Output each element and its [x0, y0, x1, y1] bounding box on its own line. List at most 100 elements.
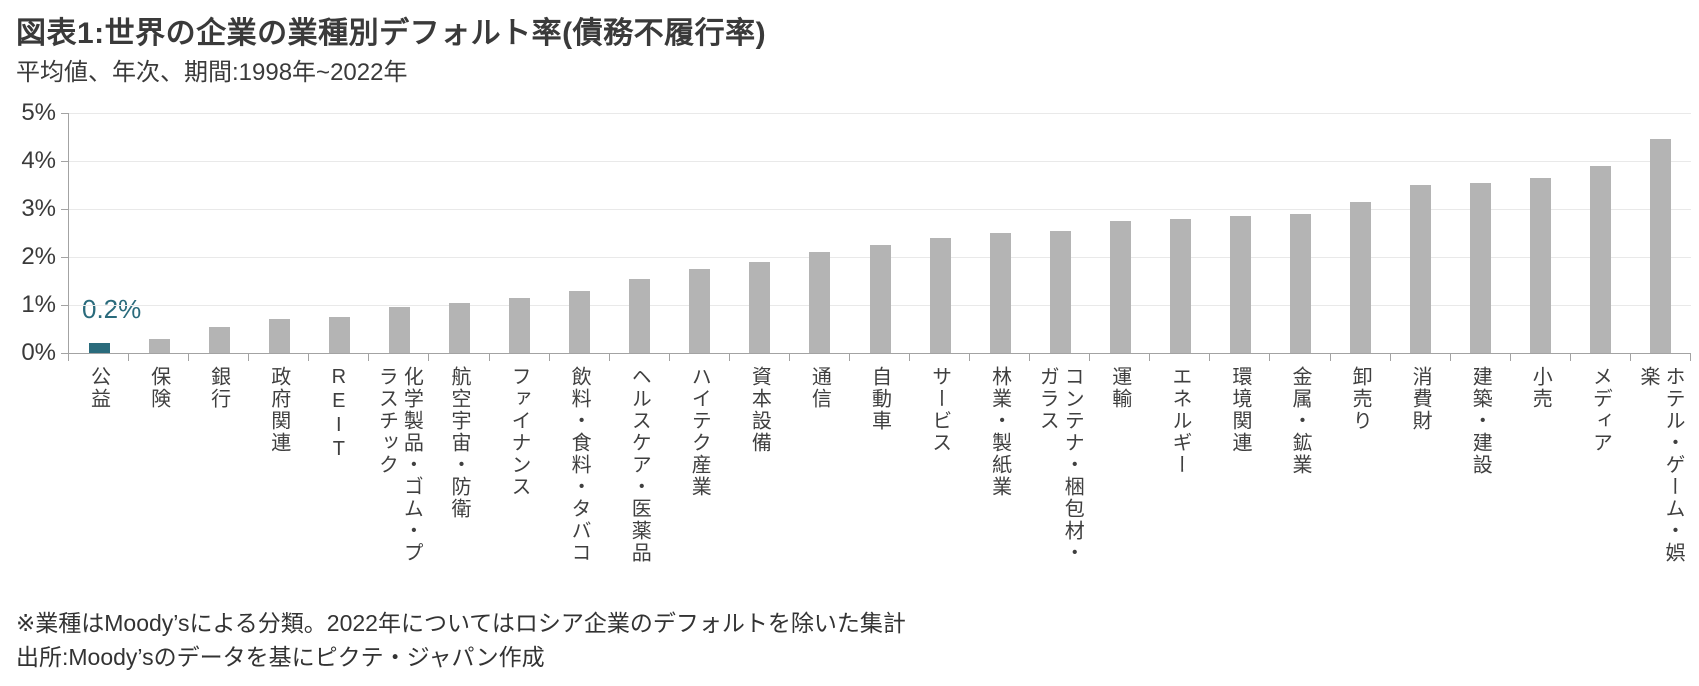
category-label: 化学製品・ゴム・プラスチック: [375, 366, 423, 564]
x-label-航空宇宙・防衛: 航空宇宙・防衛: [428, 366, 488, 520]
plot-area: 0.2%: [68, 113, 1691, 354]
x-label-ヘルスケア・医薬品: ヘルスケア・医薬品: [609, 366, 669, 564]
category-label: ホテル・ゲーム・娯楽: [1636, 366, 1684, 564]
bar-消費財: [1410, 185, 1432, 353]
category-label: 航空宇宙・防衛: [447, 366, 470, 520]
bar-資本設備: [749, 261, 771, 353]
x-label-小売: 小売: [1510, 366, 1570, 410]
x-tick: [728, 354, 730, 361]
x-label-公益: 公益: [68, 366, 128, 410]
bar-ハイテク産業: [689, 269, 711, 353]
source-note: 出所:Moody’sのデータを基にピクテ・ジャパン作成: [16, 644, 545, 670]
x-tick: [1509, 354, 1511, 361]
category-label: サービス: [928, 366, 951, 454]
bar-政府関連: [268, 319, 290, 353]
category-label: 卸売り: [1349, 366, 1372, 432]
category-label: 金属・鉱業: [1289, 366, 1311, 476]
x-tick: [128, 354, 130, 361]
bar-REIT: [328, 317, 350, 353]
x-label-REIT: REIT: [308, 366, 368, 462]
y-tick: [61, 305, 68, 306]
x-tick: [909, 354, 911, 361]
x-label-資本設備: 資本設備: [729, 366, 789, 454]
bar-金属・鉱業: [1290, 213, 1312, 353]
x-tick: [1149, 354, 1151, 361]
x-tick: [1629, 354, 1631, 361]
x-tick: [608, 354, 610, 361]
x-label-環境関連: 環境関連: [1209, 366, 1269, 454]
x-tick: [248, 354, 250, 361]
category-label: エネルギー: [1168, 366, 1191, 476]
bar-保険: [148, 338, 170, 353]
x-label-自動車: 自動車: [849, 366, 909, 432]
x-tick: [668, 354, 670, 361]
classification-note: ※業種はMoody’sによる分類。2022年についてはロシア企業のデフォルトを除…: [16, 610, 906, 636]
bar-自動車: [869, 245, 891, 353]
bar-林業・製紙業: [989, 233, 1011, 353]
x-tick: [848, 354, 850, 361]
bar-ホテル・ゲーム・娯楽: [1650, 139, 1672, 353]
category-label: 小売: [1529, 366, 1552, 410]
category-label: 飲料・食料・タバコ: [568, 366, 591, 564]
category-label: 運輸: [1108, 366, 1131, 410]
x-tick: [1389, 354, 1391, 361]
x-label-ファイナンス: ファイナンス: [489, 366, 549, 498]
category-label: コンテナ・梱包材・ガラス: [1036, 366, 1084, 564]
bar-サービス: [929, 237, 951, 353]
x-tick: [68, 354, 69, 361]
x-label-運輸: 運輸: [1089, 366, 1149, 410]
x-tick: [1569, 354, 1571, 361]
category-label: 銀行: [207, 366, 230, 410]
x-tick: [1269, 354, 1271, 361]
bar-飲料・食料・タバコ: [569, 290, 591, 353]
x-tick: [428, 354, 430, 361]
bar-chart: 5% 4% 3% 2% 1% 0% 0.2% 公益 保険 銀行 政府関連 REIT 化学製品・ゴム・…: [0, 99, 1699, 580]
bar-エネルギー: [1169, 218, 1191, 353]
category-label: ヘルスケア・医薬品: [628, 366, 651, 564]
x-tick: [788, 354, 790, 361]
x-tick: [1089, 354, 1091, 361]
bar-通信: [809, 252, 831, 353]
category-label: 通信: [808, 366, 831, 410]
x-label-コンテナ・梱包材・ガラス: コンテナ・梱包材・ガラス: [1029, 366, 1089, 566]
bar-卸売り: [1350, 201, 1372, 353]
bar-建築・建設: [1470, 182, 1492, 353]
category-label: ファイナンス: [508, 366, 531, 498]
bar-小売: [1530, 177, 1552, 353]
category-label: 政府関連: [267, 366, 290, 454]
category-label: 環境関連: [1228, 366, 1251, 454]
x-tick: [308, 354, 310, 361]
y-tick: [61, 257, 68, 258]
y-axis: 5% 4% 3% 2% 1% 0%: [0, 99, 56, 366]
x-label-卸売り: 卸売り: [1330, 366, 1390, 432]
chart-title: 図表1:世界の企業の業種別デフォルト率(債務不履行率): [16, 17, 767, 50]
bar-コンテナ・梱包材・ガラス: [1049, 230, 1071, 353]
category-label: メディア: [1589, 366, 1612, 454]
bar-ヘルスケア・医薬品: [629, 278, 651, 353]
x-label-化学製品・ゴム・プラスチック: 化学製品・ゴム・プラスチック: [368, 366, 428, 566]
x-tick: [1329, 354, 1331, 361]
category-label: 建築・建設: [1469, 366, 1492, 476]
footnotes: ※業種はMoody’sによる分類。2022年についてはロシア企業のデフォルトを除…: [16, 606, 906, 674]
category-label: ハイテク産業: [688, 366, 711, 498]
x-label-ハイテク産業: ハイテク産業: [669, 366, 729, 498]
x-label-通信: 通信: [789, 366, 849, 410]
bar-銀行: [208, 326, 230, 353]
y-tick: [61, 161, 68, 162]
y-tick: [61, 353, 68, 354]
category-label: 自動車: [868, 366, 891, 432]
category-label: REIT: [327, 366, 350, 462]
x-label-サービス: サービス: [909, 366, 969, 454]
bar-航空宇宙・防衛: [448, 302, 470, 353]
bar-環境関連: [1229, 216, 1251, 353]
x-label-メディア: メディア: [1570, 366, 1630, 454]
bar-ファイナンス: [509, 297, 531, 353]
category-label: 保険: [147, 366, 170, 410]
x-label-金属・鉱業: 金属・鉱業: [1269, 366, 1329, 476]
y-tick-label: 3%: [21, 195, 56, 222]
y-tick-label: 5%: [21, 99, 56, 126]
y-tick-label: 2%: [21, 243, 56, 270]
x-tick: [188, 354, 190, 361]
gridline-3pct: [69, 209, 1691, 210]
